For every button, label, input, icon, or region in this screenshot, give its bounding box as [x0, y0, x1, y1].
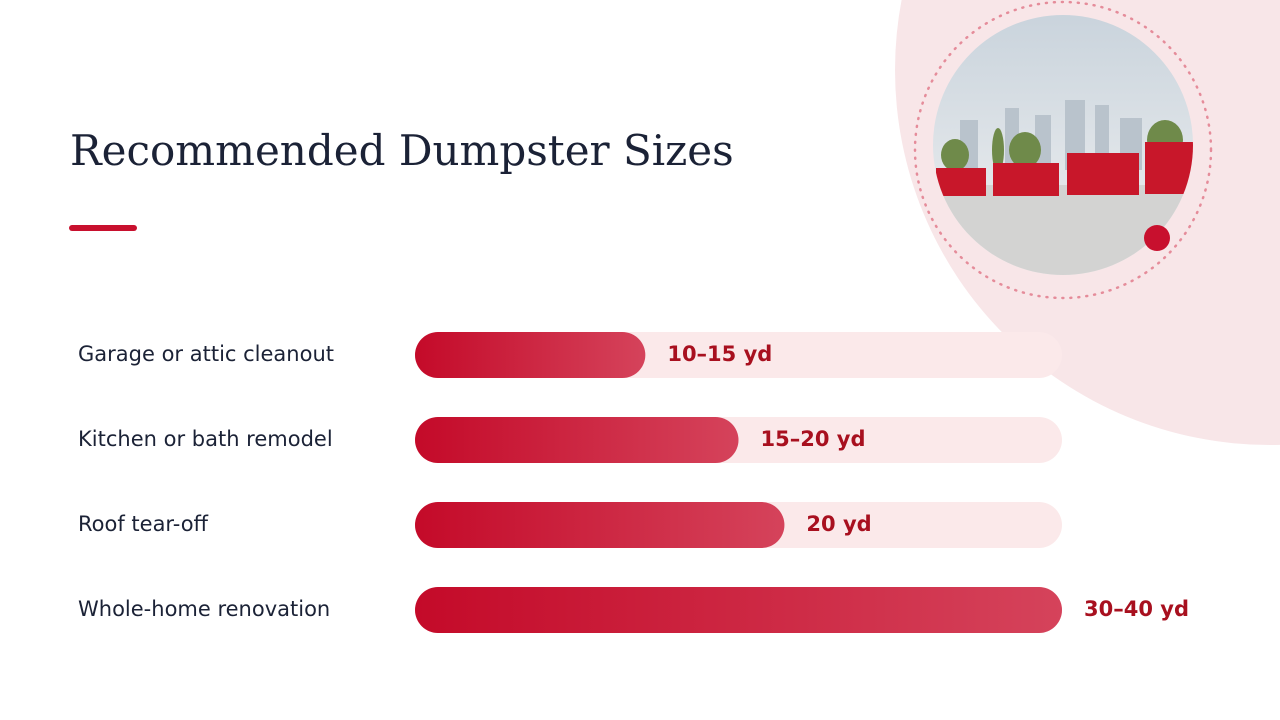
row-label: Garage or attic cleanout — [78, 342, 334, 366]
size-label: 15–20 yd — [761, 427, 866, 451]
size-label: 30–40 yd — [1084, 597, 1189, 621]
size-label: 10–15 yd — [667, 342, 772, 366]
slide-title: Recommended Dumpster Sizes — [70, 126, 734, 175]
row-label: Whole-home renovation — [78, 597, 330, 621]
title-underline — [69, 225, 137, 231]
bar — [415, 417, 739, 463]
row-label: Roof tear-off — [78, 512, 209, 536]
accent-dot — [1144, 225, 1170, 251]
bar — [415, 502, 785, 548]
row-label: Kitchen or bath remodel — [78, 427, 333, 451]
size-label: 20 yd — [806, 512, 871, 536]
size-rows: Garage or attic cleanout 10–15 yd Kitchen … — [78, 332, 1189, 633]
dotted-ring — [913, 0, 1213, 300]
bar — [415, 587, 1062, 633]
bar — [415, 332, 646, 378]
